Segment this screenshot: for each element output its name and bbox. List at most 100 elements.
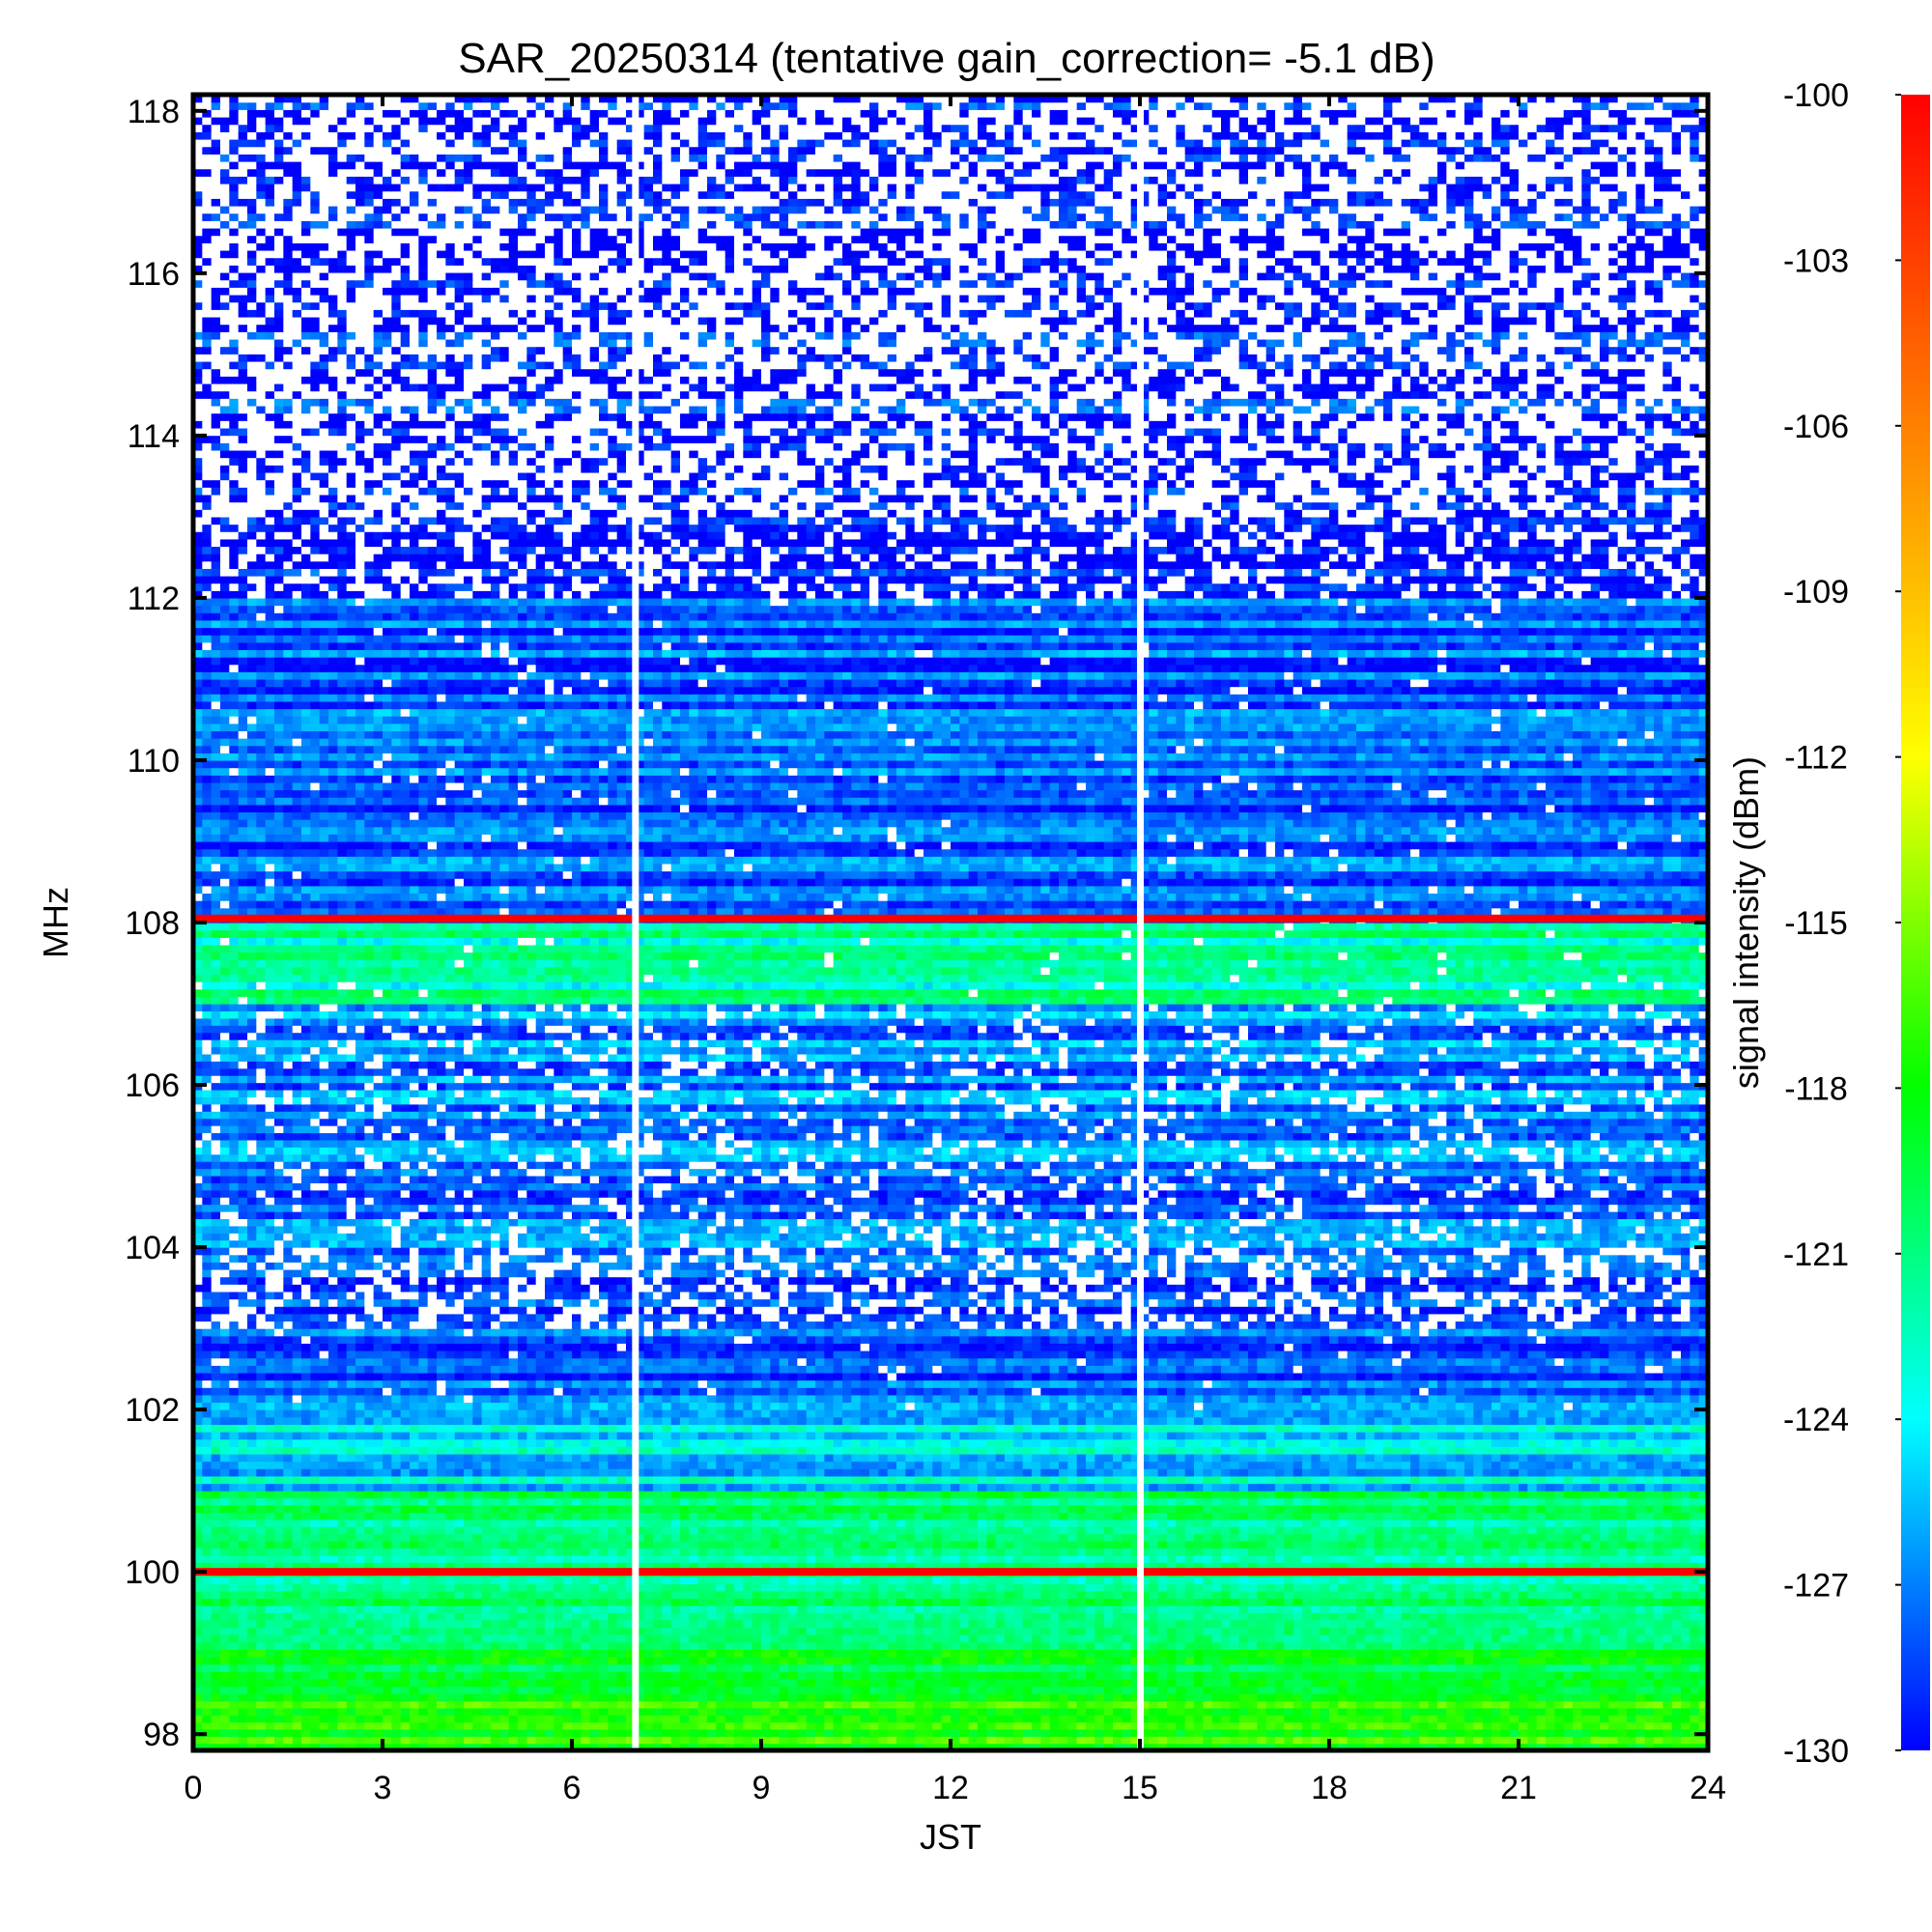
heatmap-cell (437, 1649, 446, 1658)
heatmap-cell (932, 1554, 943, 1563)
heatmap-cell (1690, 1641, 1700, 1650)
heatmap-cell (1320, 1605, 1330, 1613)
heatmap-cell (238, 1686, 248, 1694)
heatmap-cell (454, 1671, 465, 1680)
heatmap-cell (1410, 1657, 1420, 1665)
heatmap-cell (1257, 1678, 1267, 1688)
heatmap-cell (301, 1728, 311, 1737)
heatmap-cell (851, 1700, 862, 1709)
heatmap-cell (788, 1590, 798, 1599)
heatmap-cell (256, 1649, 267, 1658)
heatmap-cell (1527, 1663, 1538, 1672)
heatmap-cell (914, 1627, 924, 1635)
heatmap-cell (1248, 1693, 1258, 1702)
heatmap-cell (337, 1612, 348, 1621)
heatmap-cell (437, 1641, 446, 1650)
heatmap-cell (1446, 1728, 1457, 1737)
heatmap-cell (689, 1548, 699, 1556)
heatmap-cell (400, 1649, 411, 1658)
heatmap-cell (1374, 1657, 1384, 1665)
heatmap-cell (410, 1554, 419, 1563)
heatmap-cell (1230, 1619, 1240, 1629)
heatmap-cell (1275, 1562, 1285, 1571)
heatmap-cell (1464, 1736, 1474, 1745)
heatmap-cell (508, 1634, 519, 1643)
heatmap-cell (1383, 1736, 1393, 1745)
heatmap-cell (959, 1678, 970, 1688)
heatmap-cell (1059, 1541, 1068, 1549)
heatmap-cell (1519, 1649, 1528, 1658)
heatmap-cell (427, 1678, 438, 1688)
heatmap-cell (283, 1663, 294, 1672)
heatmap-cell (589, 1598, 600, 1606)
heatmap-cell (1509, 1663, 1520, 1672)
heatmap-cell (1374, 1686, 1384, 1694)
heatmap-cell (1410, 1678, 1420, 1688)
heatmap-cell (454, 1678, 465, 1688)
heatmap-cell (1500, 1663, 1511, 1672)
heatmap-cell (437, 1619, 446, 1629)
heatmap-cell (761, 1605, 771, 1613)
heatmap-cell (1563, 1598, 1574, 1606)
heatmap-cell (616, 1715, 627, 1723)
heatmap-cell (797, 1541, 808, 1549)
heatmap-cell (526, 1577, 537, 1585)
heatmap-cell (959, 1562, 970, 1571)
heatmap-cell (1654, 1657, 1663, 1665)
heatmap-cell (1392, 1707, 1403, 1716)
heatmap-cell (1365, 1707, 1376, 1716)
heatmap-cell (851, 1736, 862, 1745)
heatmap-cell (707, 1533, 717, 1542)
heatmap-cell (689, 1663, 699, 1672)
heatmap-cell (1067, 1657, 1078, 1665)
heatmap-cell (545, 1671, 554, 1680)
heatmap-cell (941, 1541, 952, 1549)
heatmap-cell (346, 1548, 356, 1556)
heatmap-cell (1022, 1562, 1033, 1571)
heatmap-cell (761, 1541, 771, 1549)
heatmap-cell (878, 1583, 889, 1592)
heatmap-cell (752, 1663, 762, 1672)
heatmap-cell (562, 1678, 573, 1688)
heatmap-cell (1554, 1663, 1565, 1672)
heatmap-cell (274, 1612, 284, 1621)
heatmap-cell (689, 1612, 699, 1621)
heatmap-cell (526, 1619, 537, 1629)
heatmap-cell (779, 1657, 789, 1665)
heatmap-cell (1608, 1649, 1619, 1658)
heatmap-cell (1590, 1634, 1601, 1643)
heatmap-cell (328, 1671, 338, 1680)
heatmap-cell (1662, 1707, 1673, 1716)
heatmap-cell (1690, 1598, 1700, 1606)
heatmap-cell (1221, 1649, 1231, 1658)
heatmap-cell (572, 1634, 582, 1643)
heatmap-cell (211, 1619, 221, 1629)
heatmap-cell (734, 1686, 744, 1694)
heatmap-cell (770, 1627, 781, 1635)
heatmap-cell (968, 1728, 979, 1737)
heatmap-cell (1437, 1577, 1447, 1585)
heatmap-cell (1248, 1728, 1258, 1737)
heatmap-cell (1238, 1583, 1249, 1592)
heatmap-cell (1437, 1707, 1447, 1716)
heatmap-cell (1600, 1707, 1609, 1716)
heatmap-cell (1157, 1533, 1168, 1542)
heatmap-cell (1473, 1541, 1484, 1549)
heatmap-cell (292, 1728, 302, 1737)
heatmap-cell (1338, 1671, 1349, 1680)
heatmap-cell (752, 1619, 762, 1629)
heatmap-cell (743, 1707, 753, 1716)
heatmap-cell (716, 1728, 726, 1737)
heatmap-cell (626, 1736, 636, 1745)
heatmap-cell (833, 1715, 843, 1723)
heatmap-cell (1690, 1700, 1700, 1709)
heatmap-cell (1275, 1590, 1285, 1599)
heatmap-cell (437, 1663, 446, 1672)
heatmap-cell (878, 1577, 889, 1585)
heatmap-cell (1374, 1598, 1384, 1606)
heatmap-cell (1392, 1671, 1403, 1680)
heatmap-cell (535, 1728, 546, 1737)
heatmap-cell (797, 1721, 808, 1730)
heatmap-cell (1086, 1641, 1095, 1650)
heatmap-cell (1383, 1671, 1393, 1680)
